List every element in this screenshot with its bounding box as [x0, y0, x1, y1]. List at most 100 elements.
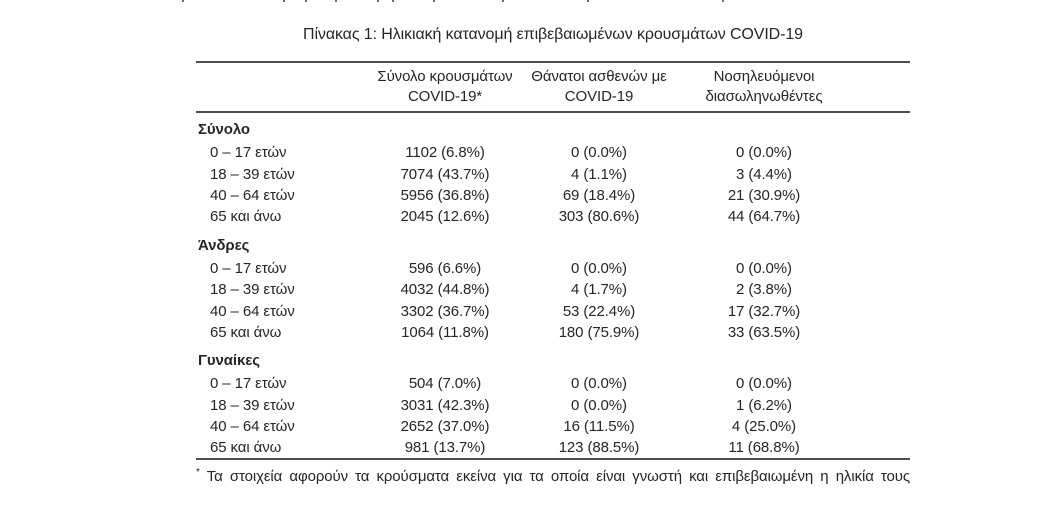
spacer-cell	[859, 300, 910, 321]
cases-cell: 3302 (36.7%)	[400, 302, 490, 320]
deaths-cell: 69 (18.4%)	[562, 186, 636, 204]
text-remnant-dot	[377, 0, 379, 2]
header-row: Σύνολο κρουσμάτων COVID-19* Θάνατοι ασθε…	[196, 62, 910, 112]
age-group-label: 0 – 17 ετών	[210, 144, 287, 162]
deaths-cell: 303 (80.6%)	[558, 208, 640, 226]
spacer-cell	[859, 322, 910, 343]
deaths-cell: 0 (0.0%)	[571, 396, 627, 414]
section-label: Άνδρες	[198, 236, 250, 254]
text-remnant-dot	[587, 0, 589, 2]
deaths-cell: 0 (0.0%)	[571, 375, 627, 393]
spacer-cell	[859, 373, 910, 394]
header-deaths: Θάνατοι ασθενών με COVID-19	[529, 62, 669, 112]
spacer-cell	[859, 279, 910, 300]
age-group-label: 40 – 64 ετών	[210, 302, 295, 320]
table-row: 65 και άνω 981 (13.7%) 123 (88.5%) 11 (68.8…	[196, 437, 910, 458]
age-group-label: 65 και άνω	[210, 323, 282, 341]
table-row: 18 – 39 ετών 7074 (43.7%) 4 (1.1%) 3 (4.4%)	[196, 163, 910, 184]
text-remnant-dot	[502, 0, 504, 2]
text-remnant-dot	[433, 0, 435, 2]
cases-cell: 981 (13.7%)	[404, 438, 486, 456]
header-intubated-line1: Νοσηλευόμενοι	[713, 68, 815, 85]
age-group-label: 65 και άνω	[210, 208, 282, 226]
spacer-cell	[859, 437, 910, 458]
text-remnant-dot	[335, 0, 337, 2]
section-header-row: Γυναίκες	[196, 343, 910, 373]
spacer-cell	[859, 185, 910, 206]
deaths-cell: 53 (22.4%)	[562, 302, 636, 320]
intubated-cell: 44 (64.7%)	[727, 208, 801, 226]
spacer-cell	[859, 142, 910, 163]
table-row: 0 – 17 ετών 504 (7.0%) 0 (0.0%) 0 (0.0%)	[196, 373, 910, 394]
deaths-cell: 16 (11.5%)	[563, 418, 635, 436]
age-group-label: 40 – 64 ετών	[210, 418, 295, 436]
header-total-cases-line1: Σύνολο κρουσμάτων	[377, 68, 513, 85]
spacer-cell	[859, 258, 910, 279]
cases-cell: 504 (7.0%)	[408, 375, 482, 393]
header-deaths-line1: Θάνατοι ασθενών με	[531, 68, 667, 85]
age-group-label: 18 – 39 ετών	[210, 281, 295, 299]
cases-cell: 2652 (37.0%)	[400, 418, 490, 436]
intubated-cell: 33 (63.5%)	[727, 323, 801, 341]
table-body: Σύνολο 0 – 17 ετών 1102 (6.8%) 0 (0.0%) 0 (0…	[196, 112, 910, 459]
text-remnant-dot	[305, 0, 307, 2]
spacer-cell	[859, 206, 910, 227]
deaths-cell: 0 (0.0%)	[571, 259, 627, 277]
table-row: 18 – 39 ετών 4032 (44.8%) 4 (1.7%) 2 (3.8%)	[196, 279, 910, 300]
deaths-cell: 0 (0.0%)	[571, 144, 627, 162]
footnote-text: Τα στοιχεία αφορούν τα κρούσματα εκείνα …	[206, 468, 911, 485]
text-remnant-dot	[182, 0, 184, 2]
spacer-cell	[859, 395, 910, 416]
age-group-label: 40 – 64 ετών	[210, 186, 295, 204]
table-header: Σύνολο κρουσμάτων COVID-19* Θάνατοι ασθε…	[196, 62, 910, 112]
cases-cell: 5956 (36.8%)	[400, 186, 490, 204]
cases-cell: 4032 (44.8%)	[400, 281, 490, 299]
header-spacer-cell	[859, 62, 910, 112]
cases-cell: 2045 (12.6%)	[400, 208, 490, 226]
cases-cell: 596 (6.6%)	[408, 259, 482, 277]
deaths-cell: 4 (1.7%)	[571, 281, 627, 299]
intubated-cell: 17 (32.7%)	[727, 302, 801, 320]
table-row: 40 – 64 ετών 2652 (37.0%) 16 (11.5%) 4 (25.…	[196, 416, 910, 437]
spacer-cell	[859, 163, 910, 184]
header-empty-cell	[196, 62, 361, 112]
age-group-label: 18 – 39 ετών	[210, 165, 295, 183]
text-remnant-dot	[283, 0, 285, 2]
age-group-label: 65 και άνω	[210, 438, 282, 456]
header-deaths-line2: COVID-19	[564, 88, 634, 105]
footnote-marker: *	[196, 467, 200, 478]
spacer-cell	[859, 416, 910, 437]
intubated-cell: 11 (68.8%)	[728, 438, 800, 456]
cases-cell: 1064 (11.8%)	[401, 323, 489, 341]
table-row: 18 – 39 ετών 3031 (42.3%) 0 (0.0%) 1 (6.2%)	[196, 395, 910, 416]
section-label: Γυναίκες	[198, 352, 260, 370]
header-total-cases-line2: COVID-19*	[407, 88, 483, 105]
covid-age-distribution-table: Σύνολο κρουσμάτων COVID-19* Θάνατοι ασθε…	[196, 61, 910, 460]
age-group-label: 0 – 17 ετών	[210, 375, 287, 393]
deaths-cell: 123 (88.5%)	[558, 438, 640, 456]
intubated-cell: 0 (0.0%)	[736, 375, 792, 393]
intubated-cell: 21 (30.9%)	[727, 186, 801, 204]
section-label: Σύνολο	[198, 121, 250, 138]
intubated-cell: 0 (0.0%)	[736, 144, 792, 162]
header-total-cases: Σύνολο κρουσμάτων COVID-19*	[361, 62, 529, 112]
header-intubated: Νοσηλευόμενοι διασωληνωθέντες	[669, 62, 859, 112]
section-header-row: Άνδρες	[196, 228, 910, 258]
table-row: 40 – 64 ετών 3302 (36.7%) 53 (22.4%) 17 (32…	[196, 300, 910, 321]
table-row: 0 – 17 ετών 1102 (6.8%) 0 (0.0%) 0 (0.0%)	[196, 142, 910, 163]
header-intubated-line2: διασωληνωθέντες	[705, 88, 823, 105]
deaths-cell: 4 (1.1%)	[571, 165, 627, 183]
section-header-row: Σύνολο	[196, 112, 910, 142]
age-group-label: 18 – 39 ετών	[210, 396, 295, 414]
deaths-cell: 180 (75.9%)	[558, 323, 640, 341]
cropped-text-artifact	[0, 0, 1049, 3]
age-group-label: 0 – 17 ετών	[210, 259, 287, 277]
cases-cell: 1102 (6.8%)	[405, 144, 485, 162]
table-row: 40 – 64 ετών 5956 (36.8%) 69 (18.4%) 21 (30…	[196, 185, 910, 206]
table-row: 0 – 17 ετών 596 (6.6%) 0 (0.0%) 0 (0.0%)	[196, 258, 910, 279]
table-title: Πίνακας 1: Ηλικιακή κατανομή επιβεβαιωμέ…	[303, 26, 803, 43]
intubated-cell: 0 (0.0%)	[736, 259, 792, 277]
table-row: 65 και άνω 1064 (11.8%) 180 (75.9%) 33 (63.…	[196, 322, 910, 343]
table-row: 65 και άνω 2045 (12.6%) 303 (80.6%) 44 (64.…	[196, 206, 910, 227]
